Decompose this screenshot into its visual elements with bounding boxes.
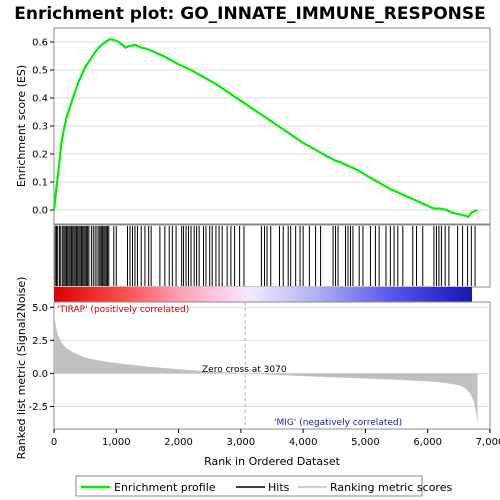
zero-cross-label: Zero cross at 3070 [202,365,287,375]
negative-correlation-label: 'MIG' (negatively correlated) [274,418,402,428]
es-y-axis-label: Enrichment score (ES) [15,65,28,187]
es-y-ticks: 0.0 0.1 0.2 0.3 0.4 0.5 0.6 [32,38,54,217]
positive-correlation-label: 'TIRAP' (positively correlated) [57,305,189,315]
es-grid [54,41,490,211]
x-tick-label: 0 [51,437,57,448]
es-tick-label: 0.6 [32,38,48,49]
rank-tick-label: 0.0 [32,369,48,380]
rank-tick-label: -2.5 [28,402,48,413]
x-tick-label: 3,000 [227,437,256,448]
x-tick-label: 5,000 [351,437,380,448]
legend-hits-label: Hits [268,481,290,494]
chart-title: Enrichment plot: GO_INNATE_IMMUNE_RESPON… [14,4,486,24]
hits-panel-frame [53,224,491,288]
ranking-metric-area [54,312,478,425]
rank-y-ticks: 5.0 2.5 0.0 -2.5 [28,303,54,413]
rank-y-axis-label: Ranked list metric (Signal2Noise) [15,277,28,460]
rank-tick-label: 5.0 [32,303,48,314]
x-axis-ticks: 0 1,000 2,000 3,000 4,000 5,000 6,000 7,000 [51,429,500,448]
legend-box [75,475,423,497]
x-tick-label: 4,000 [289,437,318,448]
es-tick-label: 0.5 [32,66,48,77]
es-tick-label: 0.2 [32,150,48,161]
es-tick-label: 0.4 [32,94,48,105]
ranked-list-heat-bar [54,287,472,302]
x-tick-label: 6,000 [413,437,442,448]
legend-es-label: Enrichment profile [114,481,216,494]
x-tick-label: 2,000 [164,437,193,448]
rank-tick-label: 2.5 [32,336,48,347]
x-tick-label: 1,000 [102,437,131,448]
es-tick-label: 0.1 [32,178,48,189]
es-tick-label: 0.0 [32,206,48,217]
hits-group [54,226,476,286]
es-tick-label: 0.3 [32,122,48,133]
legend-metric-label: Ranking metric scores [330,481,452,494]
x-tick-label: 7,000 [476,437,500,448]
x-axis-label: Rank in Ordered Dataset [204,455,341,468]
enrichment-profile-line [52,38,478,219]
